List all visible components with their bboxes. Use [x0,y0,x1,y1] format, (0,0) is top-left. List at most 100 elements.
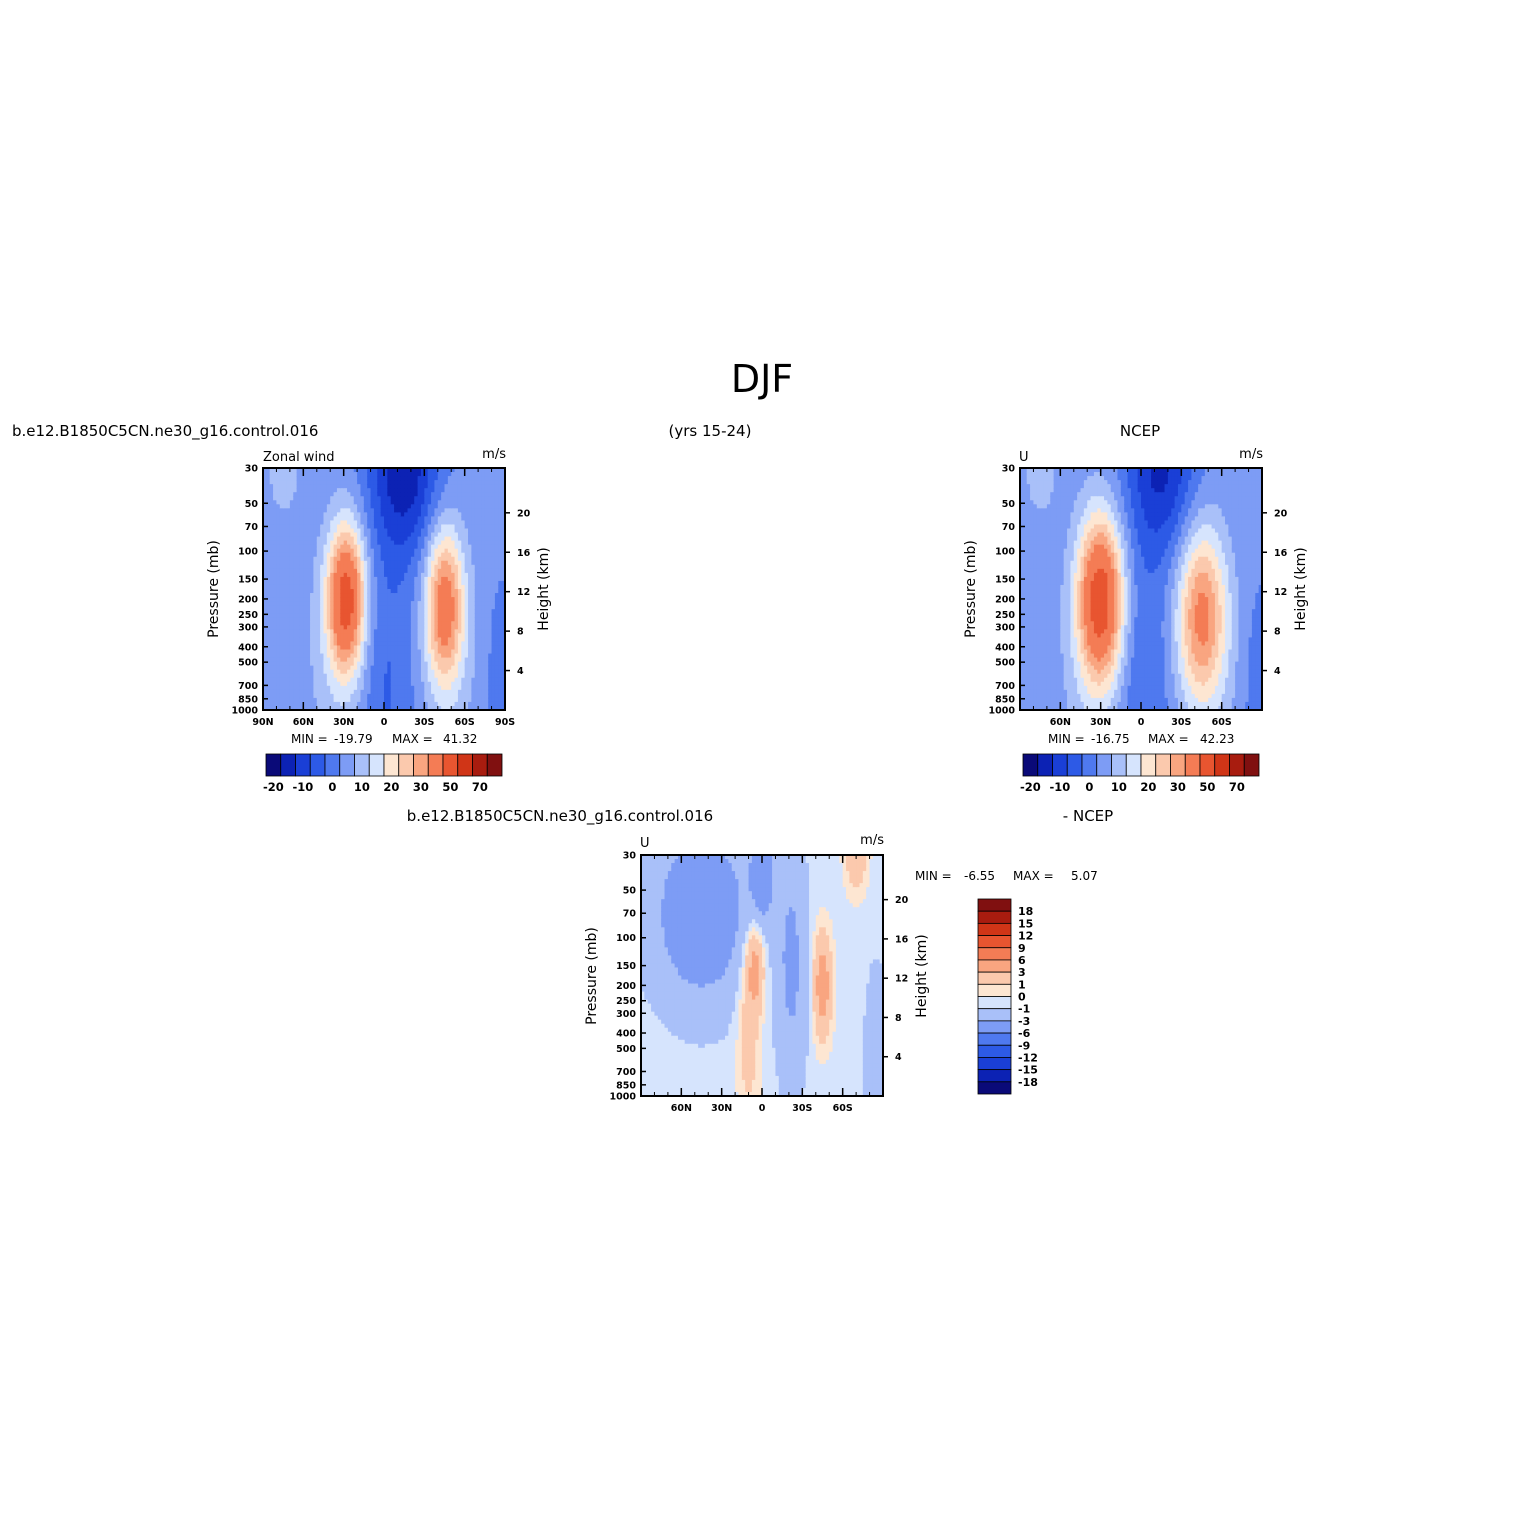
obs-field-cell [1040,504,1045,509]
model-field-cell [491,601,496,606]
model-field-cell [464,593,469,598]
obs-field-cell [1036,564,1041,570]
model-field-cell [468,560,472,566]
model-field-cell [384,677,388,683]
obs-field-cell [1036,685,1041,691]
obs-field-cell [1030,653,1035,659]
model-field-cell [447,685,452,691]
model-field-cell [357,637,362,643]
model-field-cell [266,476,271,481]
model-field-cell [397,484,402,489]
model-field-cell [478,681,483,687]
model-field-cell [491,661,496,667]
model-field-cell [494,697,499,703]
model-field-cell [454,645,459,651]
model-field-cell [323,568,328,574]
model-field-cell [407,584,412,590]
model-field-cell [373,496,378,501]
model-field-cell [367,552,372,558]
model-field-cell [367,653,372,659]
model-field-cell [310,508,315,513]
model-field-cell [464,673,469,679]
model-field-cell [370,488,375,493]
model-field-cell [279,512,284,517]
model-field-cell [484,617,489,622]
model-field-cell [316,568,321,574]
model-field-cell [266,528,271,534]
model-field-cell [310,492,315,497]
model-field-cell [431,488,436,493]
model-field-cell [394,597,399,602]
model-field-cell [357,613,362,618]
model-field-cell [451,633,456,638]
model-field-cell [269,621,274,626]
model-field-cell [471,536,476,542]
model-field-cell [347,621,351,626]
model-field-cell [427,576,432,582]
model-field-cell [484,580,489,586]
model-field-cell [461,653,466,659]
model-field-cell [336,649,341,655]
obs-field-cell [1046,657,1051,663]
model-field-cell [360,508,365,513]
model-field-cell [333,677,338,683]
model-field-cell [357,544,362,550]
model-field-cell [384,625,388,630]
model-field-cell [313,496,318,501]
model-field-cell [431,593,436,598]
model-field-cell [380,472,385,477]
obs-field-cell [1046,613,1051,618]
model-field-cell [498,500,503,505]
model-field-cell [454,580,459,586]
model-field-cell [478,665,483,671]
model-field-cell [370,685,375,691]
model-field-cell [474,480,479,485]
model-field-cell [451,524,456,530]
model-field-cell [296,500,301,505]
model-field-cell [276,544,281,550]
model-field-cell [367,697,372,703]
model-field-cell [410,476,415,481]
model-field-cell [397,645,402,651]
model-field-cell [357,693,362,699]
model-field-cell [299,576,304,582]
obs-field-cell [1043,552,1048,558]
model-field-cell [444,568,449,574]
model-field-cell [404,645,409,651]
model-field-cell [501,584,506,590]
model-field-cell [283,697,288,703]
model-field-cell [387,641,392,647]
model-field-cell [373,564,378,570]
model-field-cell [501,629,506,634]
model-field-cell [488,613,493,618]
model-field-cell [498,492,503,497]
model-field-cell [394,705,399,711]
model-field-cell [273,492,278,497]
model-field-cell [299,637,304,643]
model-field-cell [417,685,422,691]
model-field-cell [390,657,395,663]
model-field-cell [347,589,351,594]
model-field-cell [330,504,335,509]
model-field-cell [494,484,499,489]
obs-field-cell [1020,532,1024,538]
model-field-cell [310,693,315,699]
model-field-cell [299,516,304,522]
model-field-cell [387,532,392,538]
model-field-cell [427,552,432,558]
model-field-cell [447,488,452,493]
model-field-cell [296,476,301,481]
obs-field-cell [1030,685,1035,691]
model-field-cell [471,649,476,655]
model-field-cell [306,625,311,630]
model-field-cell [400,673,405,679]
model-field-cell [420,701,425,707]
model-field-cell [286,524,291,530]
model-field-cell [427,621,432,626]
model-field-cell [407,605,412,610]
model-field-cell [363,693,368,699]
model-field-cell [464,468,469,473]
model-field-cell [273,601,278,606]
model-field-cell [326,685,331,691]
model-field-cell [461,516,466,522]
